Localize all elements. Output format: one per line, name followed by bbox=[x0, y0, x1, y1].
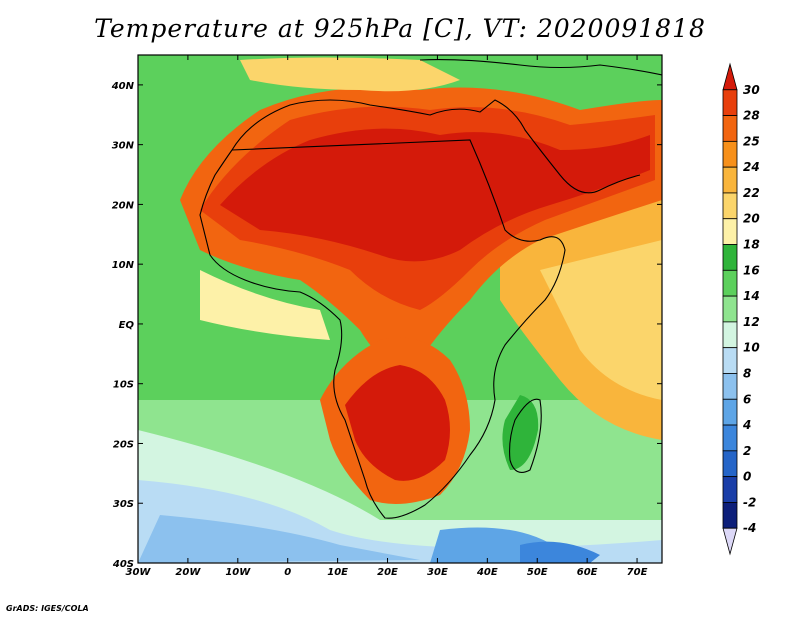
colorbar-swatch bbox=[722, 502, 738, 529]
colorbar-swatch bbox=[722, 295, 738, 323]
colorbar-label: 2 bbox=[743, 444, 751, 458]
lat-tick-label: 30S bbox=[113, 499, 134, 510]
colorbar-label: 0 bbox=[743, 470, 751, 484]
colorbar-swatch bbox=[722, 244, 738, 271]
colorbar-label: 28 bbox=[743, 109, 760, 123]
footer-credit: GrADS: IGES/COLA bbox=[6, 604, 89, 613]
colorbar-swatch bbox=[722, 115, 738, 142]
colorbar-label: 25 bbox=[743, 134, 760, 148]
colorbar-label: 12 bbox=[743, 315, 760, 329]
lat-tick-label: 40N bbox=[111, 81, 135, 92]
lon-tick-label: 40E bbox=[476, 567, 498, 578]
colorbar-label: 14 bbox=[743, 289, 760, 303]
lat-tick-label: 10N bbox=[112, 260, 135, 271]
lat-tick-label: 40S bbox=[112, 559, 134, 570]
colorbar-swatch bbox=[722, 192, 738, 220]
coastlines bbox=[199, 59, 662, 519]
lon-tick-label: 30W bbox=[126, 567, 152, 578]
colorbar-label: 16 bbox=[743, 263, 760, 277]
colorbar-swatch bbox=[722, 347, 738, 374]
colorbar-swatch bbox=[722, 269, 738, 297]
lon-tick-label: 20W bbox=[175, 567, 201, 578]
lon-tick-label: 50E bbox=[527, 567, 548, 578]
lon-tick-label: 0 bbox=[284, 567, 291, 578]
lat-tick-label: EQ bbox=[119, 320, 135, 331]
colorbar-swatch bbox=[722, 166, 738, 194]
colorbar-label: 20 bbox=[743, 212, 760, 226]
colorbar-label: 18 bbox=[743, 238, 760, 252]
colorbar-label: 6 bbox=[743, 392, 751, 406]
lon-tick-label: 10W bbox=[225, 567, 251, 578]
chart-title: Temperature at 925hPa [C], VT: 202009181… bbox=[94, 14, 706, 43]
colorbar-swatch bbox=[722, 321, 738, 349]
colorbar-label: 10 bbox=[743, 341, 760, 355]
lat-tick-label: 10S bbox=[113, 380, 134, 391]
colorbar-swatch bbox=[722, 140, 738, 168]
colorbar-swatch bbox=[722, 89, 738, 116]
colorbar-bottom-triangle bbox=[722, 527, 738, 556]
colorbar-label: -2 bbox=[743, 495, 756, 509]
temperature-field bbox=[138, 55, 662, 563]
colorbar-label: 24 bbox=[743, 160, 760, 174]
colorbar-swatch bbox=[722, 373, 738, 400]
lon-tick-label: 70E bbox=[627, 567, 648, 578]
colorbar-label: 4 bbox=[742, 418, 751, 432]
lat-tick-label: 20N bbox=[112, 200, 135, 211]
colorbar-swatch bbox=[722, 450, 738, 478]
lon-tick-label: 20E bbox=[377, 567, 398, 578]
map-frame bbox=[137, 54, 663, 564]
colorbar-label: 30 bbox=[743, 83, 760, 97]
lon-tick-label: 10E bbox=[327, 567, 348, 578]
colorbar-top-triangle bbox=[722, 62, 738, 91]
colorbar-label: -4 bbox=[743, 521, 756, 535]
latitude-axis: 40N 30N 20N 10N EQ 10S 20S 30S 40S bbox=[111, 81, 662, 570]
lon-tick-label: 30E bbox=[427, 567, 448, 578]
colorbar-label: 22 bbox=[743, 186, 760, 200]
colorbar-swatch bbox=[722, 424, 738, 452]
lat-tick-label: 30N bbox=[112, 141, 135, 152]
longitude-axis: 30W 20W 10W 0 10E 20E 30E 40E 50E 60E 70E bbox=[126, 55, 648, 578]
lon-tick-label: 60E bbox=[577, 567, 598, 578]
colorbar-swatch bbox=[722, 218, 738, 245]
lat-tick-label: 20S bbox=[113, 439, 134, 450]
colorbar-label: 8 bbox=[743, 366, 751, 380]
colorbar-swatch bbox=[722, 476, 738, 503]
colorbar-swatch bbox=[722, 398, 738, 426]
